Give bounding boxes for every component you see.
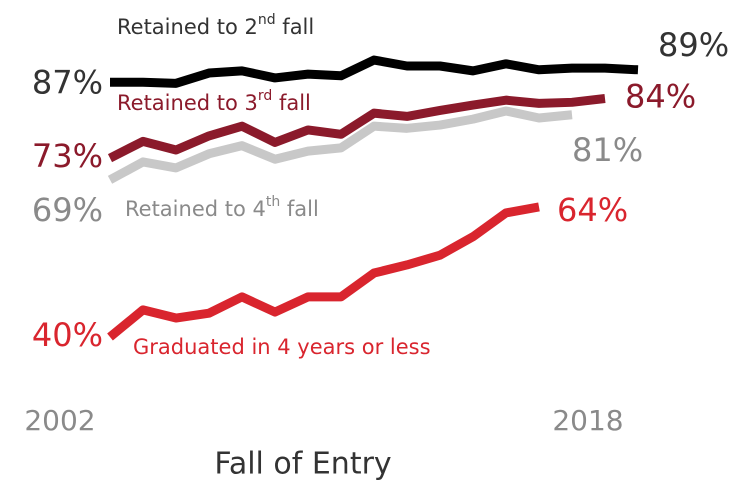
value-label: 81% <box>572 131 643 169</box>
value-label: 89% <box>658 26 729 64</box>
series-line <box>107 94 606 163</box>
value-label: 40% <box>32 316 103 354</box>
series-line <box>107 202 540 341</box>
value-label: 64% <box>557 191 628 229</box>
x-axis-title: Fall of Entry <box>214 447 391 482</box>
value-label: 73% <box>32 137 103 175</box>
series-line <box>107 106 573 184</box>
value-label: 87% <box>32 63 103 101</box>
x-tick-label: 2002 <box>24 404 95 437</box>
value-label: 69% <box>32 191 103 229</box>
series-label: Retained to 2nd fall <box>117 12 314 39</box>
x-tick-label: 2018 <box>552 404 623 437</box>
series-label: Retained to 3rd fall <box>117 88 311 115</box>
series-line <box>110 55 639 88</box>
series-label: Graduated in 4 years or less <box>133 335 431 359</box>
series-label: Retained to 4th fall <box>125 194 319 221</box>
value-label: 84% <box>625 78 696 116</box>
